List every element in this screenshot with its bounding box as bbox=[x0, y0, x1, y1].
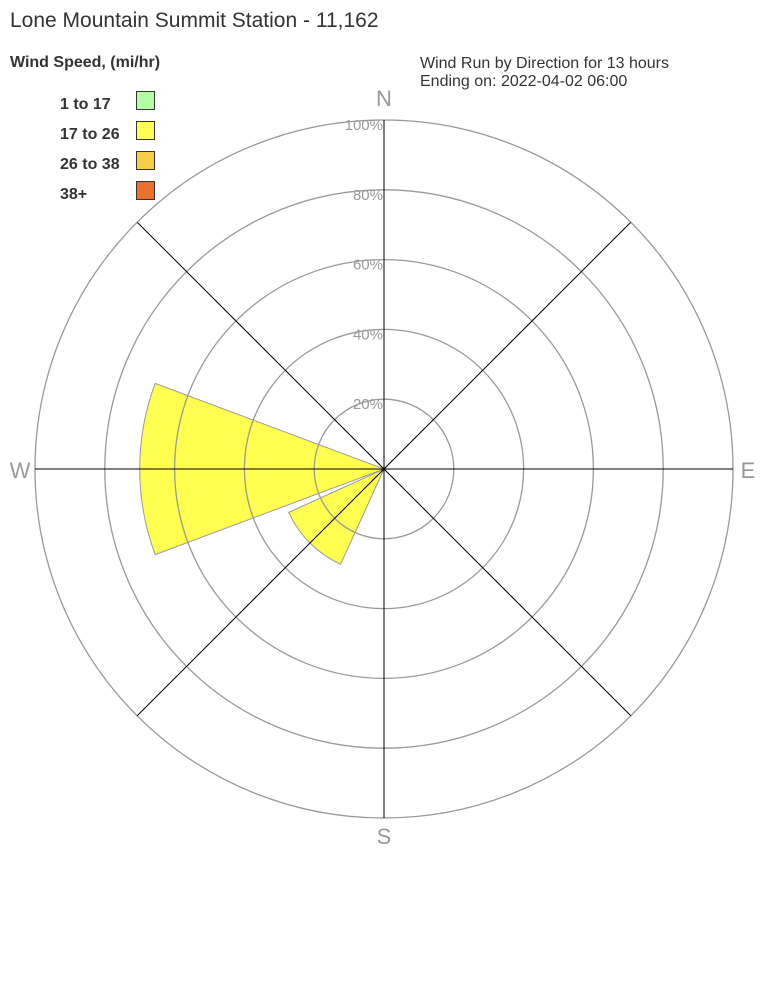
legend-item: 1 to 17 bbox=[60, 90, 160, 120]
legend-swatch bbox=[136, 181, 155, 200]
chart-title: Lone Mountain Summit Station - 11,162 bbox=[10, 9, 379, 32]
radial-tick-label: 80% bbox=[353, 187, 383, 204]
legend-swatch bbox=[136, 91, 155, 110]
legend-label: 26 to 38 bbox=[60, 156, 120, 173]
subtitle-line: Wind Run by Direction for 13 hours bbox=[420, 55, 669, 72]
subtitle-line: Ending on: 2022-04-02 06:00 bbox=[420, 73, 628, 90]
radial-tick-label: 100% bbox=[345, 117, 383, 134]
legend-item: 38+ bbox=[60, 180, 160, 210]
legend: 1 to 17 17 to 26 26 to 38 38+ bbox=[60, 90, 160, 210]
chart-subtitle: Wind Run by Direction for 13 hours Endin… bbox=[420, 55, 669, 91]
radial-tick-label: 60% bbox=[353, 257, 383, 274]
spoke-line bbox=[136, 221, 632, 717]
radial-tick-label: 20% bbox=[353, 396, 383, 413]
legend-item: 26 to 38 bbox=[60, 150, 160, 180]
legend-swatch bbox=[136, 121, 155, 140]
legend-swatch bbox=[136, 151, 155, 170]
compass-label-S: S bbox=[377, 824, 392, 849]
legend-label: 17 to 26 bbox=[60, 126, 120, 143]
compass-label-W: W bbox=[10, 458, 31, 483]
legend-label: 1 to 17 bbox=[60, 96, 111, 113]
radial-tick-label: 40% bbox=[353, 326, 383, 343]
compass-label-N: N bbox=[376, 86, 392, 111]
compass-label-E: E bbox=[741, 458, 756, 483]
legend-label: 38+ bbox=[60, 186, 88, 203]
legend-item: 17 to 26 bbox=[60, 120, 160, 150]
legend-title: Wind Speed, (mi/hr) bbox=[10, 54, 161, 71]
